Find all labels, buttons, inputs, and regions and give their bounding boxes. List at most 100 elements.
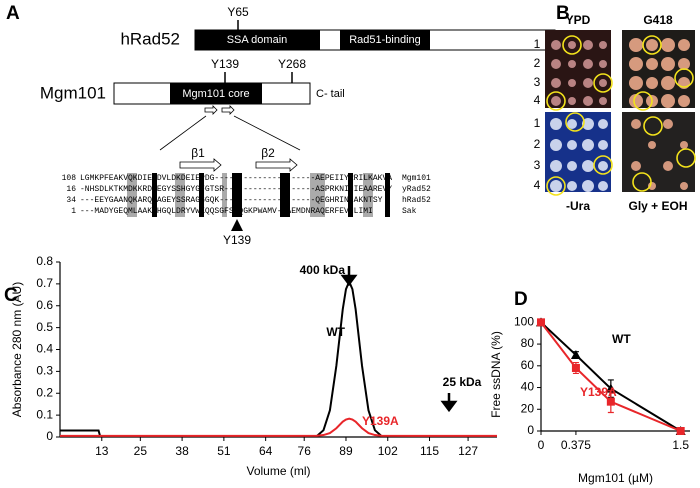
alignment-shading xyxy=(127,173,390,217)
sequence: ---MADYGEQMLAAKQHGQLDRYVWKQQSGFSKQGKPWAM… xyxy=(80,207,373,216)
medium-label: -Ura xyxy=(566,199,590,213)
series-line xyxy=(60,279,497,438)
y-tick-label: 0 xyxy=(46,429,53,443)
annotation: 25 kDa xyxy=(443,375,482,389)
row-label: 1 xyxy=(534,116,541,130)
colony xyxy=(583,78,593,88)
colony xyxy=(583,96,593,106)
colony xyxy=(646,58,658,70)
colony xyxy=(631,161,641,171)
y-tick-label: 0.4 xyxy=(36,342,53,356)
y-tick-label: 0.8 xyxy=(36,254,53,268)
y-tick-label: 40 xyxy=(521,380,535,394)
sequence: ---EEYGAANQKARQRAGEYSSRAGGGQK-----------… xyxy=(80,196,383,205)
y-axis-title: Absorbance 280 nm (AU) xyxy=(10,282,24,417)
y-tick-label: 0.2 xyxy=(36,385,53,399)
seq-start: 1 xyxy=(71,207,76,216)
row-label: 3 xyxy=(534,75,541,89)
marker-label: Y139 xyxy=(223,233,251,247)
domain-label: Mgm101 core xyxy=(182,88,249,100)
domain xyxy=(340,30,430,50)
colony xyxy=(629,94,643,108)
colony xyxy=(568,97,576,105)
x-tick-label: 115 xyxy=(420,444,439,458)
series-line xyxy=(60,417,497,437)
colony xyxy=(582,139,594,151)
colony xyxy=(629,57,643,71)
row-label: 2 xyxy=(534,56,541,70)
y-tick-label: 60 xyxy=(521,358,535,372)
sequence: -NHSDLKTKMDKKRDAEGYSSHGYGFGTSR----------… xyxy=(80,185,392,194)
sequence: LGMKPFEAKVQKDIEEDVLDKDEIEPDG------------… xyxy=(80,174,392,183)
x-tick-label: 13 xyxy=(95,444,109,458)
colony xyxy=(599,79,607,87)
panel-label: C xyxy=(4,285,18,306)
y-tick-label: 0.3 xyxy=(36,364,53,378)
colony xyxy=(551,96,561,106)
strand-icon xyxy=(204,105,235,115)
strand-arrow xyxy=(179,158,222,172)
y-tick-label: 80 xyxy=(521,336,535,350)
colony xyxy=(661,76,675,90)
highlight-ring xyxy=(643,116,663,136)
colony xyxy=(629,38,643,52)
colony xyxy=(550,180,562,192)
colony xyxy=(678,95,690,107)
colony xyxy=(582,118,594,130)
x-tick-label: 89 xyxy=(339,444,353,458)
colony xyxy=(567,140,577,150)
colony xyxy=(646,39,658,51)
colony xyxy=(568,41,576,49)
colony xyxy=(661,38,675,52)
colony xyxy=(680,182,688,190)
point xyxy=(606,397,615,406)
series-line xyxy=(540,321,682,432)
colony xyxy=(550,160,562,172)
strand-label: β2 xyxy=(261,146,275,160)
colony xyxy=(629,76,643,90)
zoom-line xyxy=(233,115,301,151)
marker-arrow xyxy=(231,219,243,231)
y-tick-label: 0.6 xyxy=(36,298,53,312)
highlight-ring xyxy=(593,73,613,93)
domain-label: SSA domain xyxy=(227,34,288,46)
y-tick-label: 0.5 xyxy=(36,320,53,334)
x-axis-title: Volume (ml) xyxy=(246,464,310,478)
strand-label: β1 xyxy=(191,146,205,160)
colony xyxy=(568,60,576,68)
row-label: 4 xyxy=(534,178,541,192)
colony xyxy=(680,141,688,149)
colony xyxy=(663,119,673,129)
y-tick-label: 0.7 xyxy=(36,276,53,290)
point xyxy=(537,318,545,327)
x-tick-label: 51 xyxy=(217,444,231,458)
site-label: Y268 xyxy=(278,57,306,71)
colony xyxy=(567,181,577,191)
point xyxy=(571,363,580,372)
tail-label: C- tail xyxy=(316,88,345,100)
series-label: WT xyxy=(326,325,345,339)
colony xyxy=(583,40,593,50)
x-tick-label: 76 xyxy=(298,444,312,458)
colony xyxy=(599,97,607,105)
seq-name: hRad52 xyxy=(402,196,431,205)
colony xyxy=(567,161,577,171)
highlight-ring xyxy=(676,148,696,168)
seq-start: 34 xyxy=(66,196,76,205)
colony xyxy=(663,161,673,171)
annotation-arrow xyxy=(340,266,358,287)
highlight-ring xyxy=(593,155,613,175)
x-tick-label: 127 xyxy=(458,444,478,458)
series-label: WT xyxy=(612,332,631,346)
panel-label: A xyxy=(6,3,20,24)
colony xyxy=(598,161,608,171)
colony xyxy=(568,79,576,87)
colony xyxy=(661,57,675,71)
seq-name: Mgm101 xyxy=(402,174,431,183)
colony xyxy=(598,119,608,129)
domain-label: Rad51-binding xyxy=(349,34,421,46)
colony xyxy=(661,94,675,108)
protein-name: Mgm101 xyxy=(40,83,106,102)
seq-start: 108 xyxy=(62,174,77,183)
